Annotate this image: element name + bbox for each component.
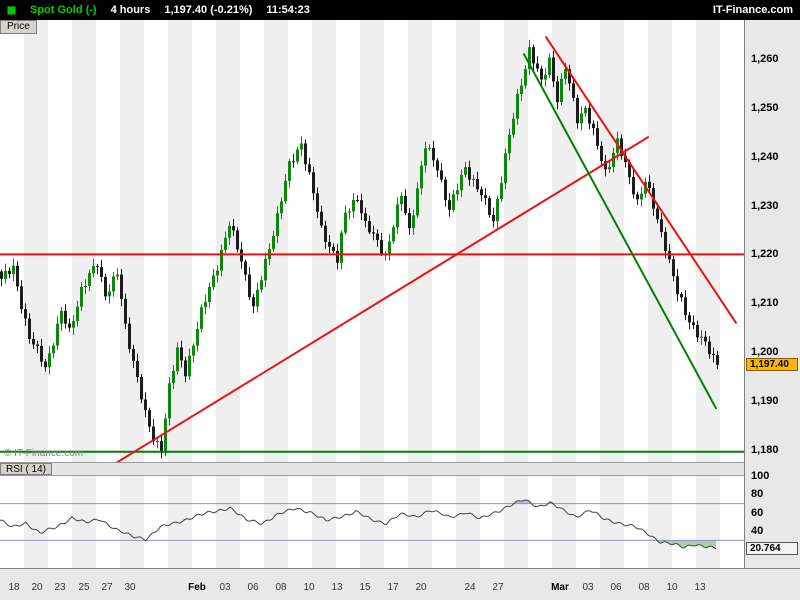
time-axis-label: 27 xyxy=(492,582,504,593)
time-axis-label: 13 xyxy=(331,582,343,593)
time-axis-label: 20 xyxy=(31,582,43,593)
status-icon xyxy=(7,5,16,15)
instrument-name: Spot Gold (-) xyxy=(30,4,97,16)
time-axis-label: 27 xyxy=(101,582,113,593)
clock-label: 11:54:23 xyxy=(266,4,310,16)
time-axis-label: 13 xyxy=(694,582,706,593)
time-axis-label: 23 xyxy=(54,582,66,593)
time-axis-label: 30 xyxy=(124,582,136,593)
rsi-axis-label: 80 xyxy=(751,488,764,500)
time-axis-label: 06 xyxy=(247,582,259,593)
price-axis-label: 1,260 xyxy=(751,53,779,65)
price-axis[interactable]: 1,197.40 20.764 1,260 1,250 1,240 1,230 1,22… xyxy=(744,20,800,568)
rsi-axis-label: 100 xyxy=(751,470,770,482)
time-axis-label: Mar xyxy=(551,582,569,593)
brand-label: IT-Finance.com xyxy=(712,4,793,16)
price-axis-label: 1,180 xyxy=(751,444,779,456)
price-axis-label: 1,240 xyxy=(751,151,779,163)
price-chart-canvas[interactable] xyxy=(0,20,744,462)
price-axis-label: 1,210 xyxy=(751,297,779,309)
quote-label: 1,197.40 (-0.21%) xyxy=(164,4,253,16)
rsi-value-tag: 20.764 xyxy=(746,542,798,555)
rsi-axis-label: 40 xyxy=(751,525,764,537)
time-axis-label: 06 xyxy=(610,582,622,593)
time-axis-label: 03 xyxy=(582,582,594,593)
time-axis-label: 25 xyxy=(78,582,90,593)
current-price-tag: 1,197.40 xyxy=(746,358,798,371)
time-axis-label: 18 xyxy=(8,582,20,593)
time-axis-label: Feb xyxy=(188,582,206,593)
time-axis-label: 17 xyxy=(387,582,399,593)
time-axis-label: 15 xyxy=(359,582,371,593)
panel-divider: RSI ( 14) xyxy=(0,462,745,476)
price-axis-label: 1,190 xyxy=(751,395,779,407)
rsi-chart-canvas[interactable] xyxy=(0,476,744,568)
price-panel-tab[interactable]: Price xyxy=(0,20,37,34)
time-axis-label: 10 xyxy=(303,582,315,593)
price-axis-label: 1,250 xyxy=(751,102,779,114)
time-axis-label: 08 xyxy=(638,582,650,593)
time-axis-label: 08 xyxy=(275,582,287,593)
watermark: © IT-Finance.com xyxy=(4,448,84,459)
time-axis[interactable]: 18 20 23 25 27 30 Feb 03 06 08 10 13 15 17 20 24 27 Mar 03… xyxy=(0,568,800,600)
price-axis-label: 1,220 xyxy=(751,248,779,260)
timeframe-label: 4 hours xyxy=(110,4,151,16)
time-axis-label: 03 xyxy=(219,582,231,593)
price-axis-label: 1,230 xyxy=(751,200,779,212)
time-axis-label: 24 xyxy=(464,582,476,593)
time-axis-label: 10 xyxy=(666,582,678,593)
time-axis-label: 20 xyxy=(415,582,427,593)
top-bar: Spot Gold (-) 4 hours 1,197.40 (-0.21%) … xyxy=(0,0,800,20)
price-axis-label: 1,200 xyxy=(751,346,779,358)
rsi-panel-tab[interactable]: RSI ( 14) xyxy=(0,463,53,475)
rsi-axis-label: 60 xyxy=(751,507,764,519)
